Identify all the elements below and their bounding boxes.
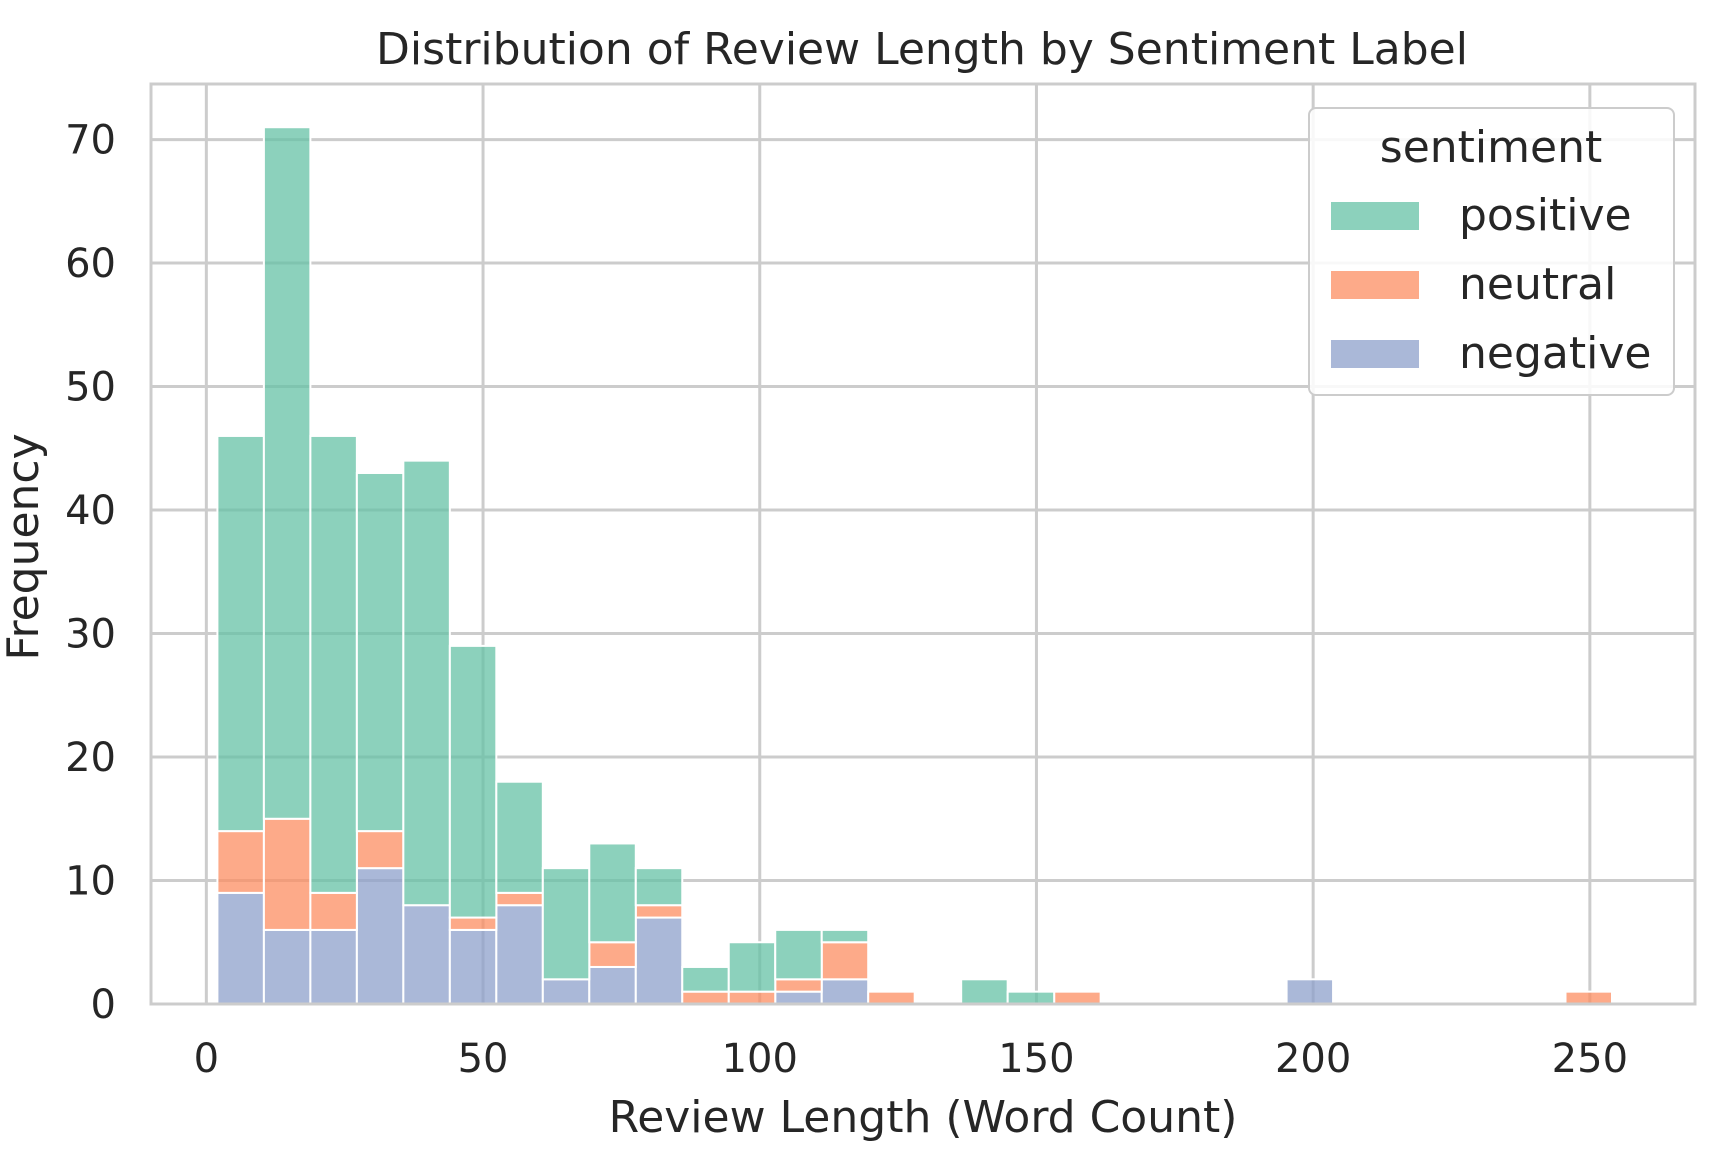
bar-segment-negative (355, 867, 405, 1005)
bar-segment-positive (402, 459, 451, 907)
y-tick-label: 60 (65, 241, 116, 287)
bar-segment-neutral (774, 978, 823, 993)
x-tick-labels: 0 50 100 150 200 250 (194, 1036, 1628, 1082)
bar-segment-positive (495, 780, 544, 894)
bar-segment-positive (634, 867, 684, 907)
bar-segment-negative (495, 904, 544, 1006)
bar-segment-negative (309, 928, 358, 1006)
bar-segment-positive (727, 941, 777, 993)
legend-label-neutral: neutral (1459, 259, 1616, 310)
bar-segment-positive (216, 434, 265, 833)
y-axis-label: Frequency (0, 433, 49, 660)
y-tick-label: 0 (91, 982, 116, 1028)
bar-segment-neutral (867, 990, 916, 1005)
y-tick-label: 10 (65, 859, 116, 905)
bar-segment-neutral (216, 830, 265, 894)
bar-segment-neutral (355, 830, 405, 870)
bar-segment-negative (262, 928, 312, 1006)
bar-segment-positive (262, 126, 312, 820)
x-tick-label: 150 (998, 1036, 1074, 1082)
legend-title: sentiment (1380, 122, 1602, 173)
legend-swatch-neutral (1331, 271, 1419, 299)
bar-segment-negative (541, 978, 591, 1005)
bar-segment-neutral (1564, 990, 1613, 1005)
bar-segment-negative (1285, 978, 1335, 1005)
bar-segment-positive (588, 842, 637, 944)
bar-segment-neutral (495, 891, 544, 907)
bar-segment-positive (355, 471, 405, 833)
bar-segment-neutral (588, 941, 637, 968)
x-tick-label: 0 (194, 1036, 219, 1082)
bar-segment-negative (634, 916, 684, 1006)
x-tick-label: 50 (458, 1036, 509, 1082)
x-axis-label: Review Length (Word Count) (609, 1092, 1238, 1143)
legend-swatch-negative (1331, 340, 1419, 368)
bar-segment-neutral (727, 990, 777, 1005)
bar-segment-negative (774, 990, 823, 1005)
bar-segment-negative (588, 965, 637, 1005)
bar-segment-positive (309, 434, 358, 894)
chart-title: Distribution of Review Length by Sentime… (376, 24, 1468, 75)
bar-segment-neutral (262, 817, 312, 931)
bar-segment-neutral (1053, 990, 1102, 1005)
bar-segment-negative (216, 891, 265, 1006)
legend-label-negative: negative (1459, 328, 1651, 379)
bar-segment-positive (820, 928, 870, 944)
legend: sentiment positive neutral negative (1308, 107, 1675, 396)
bar-segment-neutral (634, 904, 684, 919)
plot-frame (149, 82, 1697, 1006)
bar-segment-negative (820, 978, 870, 1005)
bar-segment-positive (774, 928, 823, 981)
legend-swatch-positive (1331, 202, 1419, 230)
y-tick-label: 40 (65, 488, 116, 534)
bar-segment-positive (1006, 990, 1056, 1005)
bars (216, 126, 1613, 1006)
bar-segment-neutral (820, 941, 870, 981)
bar-segment-neutral (681, 990, 730, 1005)
y-tick-label: 50 (65, 365, 116, 411)
y-tick-label: 70 (65, 118, 116, 164)
legend-label-positive: positive (1459, 190, 1632, 241)
x-tick-label: 100 (722, 1036, 798, 1082)
bar-segment-positive (448, 644, 498, 919)
bar-segment-negative (402, 904, 451, 1006)
y-tick-label: 20 (65, 735, 116, 781)
bar-segment-positive (541, 867, 591, 981)
bar-segment-positive (681, 965, 730, 993)
x-tick-label: 250 (1552, 1036, 1628, 1082)
bar-segment-neutral (448, 916, 498, 931)
legend-box (1308, 107, 1675, 396)
bar-segment-neutral (309, 891, 358, 931)
y-tick-labels: 0 10 20 30 40 50 60 70 (65, 118, 116, 1028)
y-tick-label: 30 (65, 612, 116, 658)
bar-segment-negative (448, 928, 498, 1006)
x-tick-label: 200 (1275, 1036, 1351, 1082)
bar-segment-positive (960, 978, 1009, 1005)
